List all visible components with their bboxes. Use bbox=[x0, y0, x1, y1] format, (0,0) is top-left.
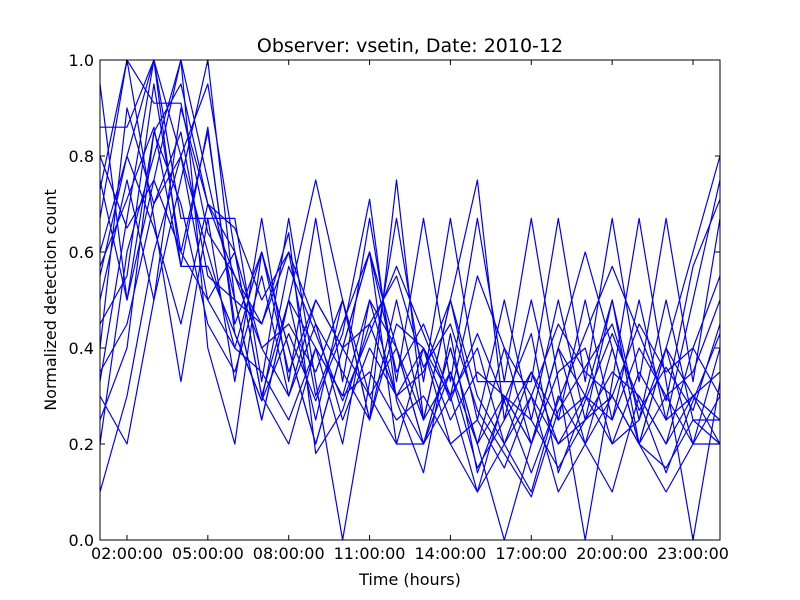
y-tick-label-3: 0.4 bbox=[69, 339, 94, 358]
series-line-17 bbox=[99, 155, 721, 397]
x-tick-label-7: 20:00:00 bbox=[576, 544, 648, 563]
x-axis-label: Time (hours) bbox=[358, 570, 461, 589]
series-line-16 bbox=[99, 83, 721, 493]
y-axis: 0.0 0.2 0.4 0.6 0.8 1.0 bbox=[69, 51, 720, 550]
series-layer bbox=[99, 59, 721, 541]
x-tick-label-6: 17:00:00 bbox=[495, 544, 567, 563]
y-tick-label-2: 0.2 bbox=[69, 435, 94, 454]
x-axis: 02:00:00 05:00:00 08:00:00 11:00:00 14:00:00… bbox=[91, 60, 729, 563]
y-tick-label-5: 0.8 bbox=[69, 147, 94, 166]
series-line-7 bbox=[99, 59, 720, 541]
y-tick-label-4: 0.6 bbox=[69, 243, 94, 262]
series-line-13 bbox=[99, 83, 721, 469]
series-line-8 bbox=[99, 83, 721, 469]
x-tick-label-2: 05:00:00 bbox=[172, 544, 244, 563]
series-line-6 bbox=[99, 107, 721, 493]
series-line-10 bbox=[99, 59, 721, 421]
series-line-15 bbox=[99, 131, 721, 445]
x-tick-label-8: 23:00:00 bbox=[657, 544, 729, 563]
x-tick-label-3: 08:00:00 bbox=[253, 544, 325, 563]
chart-title: Observer: vsetin, Date: 2010-12 bbox=[257, 35, 563, 57]
series-line-12 bbox=[99, 59, 721, 541]
y-tick-label-1: 0.0 bbox=[69, 531, 94, 550]
x-tick-label-4: 11:00:00 bbox=[334, 544, 406, 563]
series-line-18 bbox=[99, 131, 721, 445]
y-axis-label: Normalized detection count bbox=[41, 189, 60, 411]
x-tick-label-5: 14:00:00 bbox=[415, 544, 487, 563]
y-tick-label-6: 1.0 bbox=[69, 51, 94, 70]
plot-frame bbox=[99, 59, 721, 541]
x-tick-label-1: 02:00:00 bbox=[91, 544, 163, 563]
series-line-1 bbox=[99, 59, 721, 498]
